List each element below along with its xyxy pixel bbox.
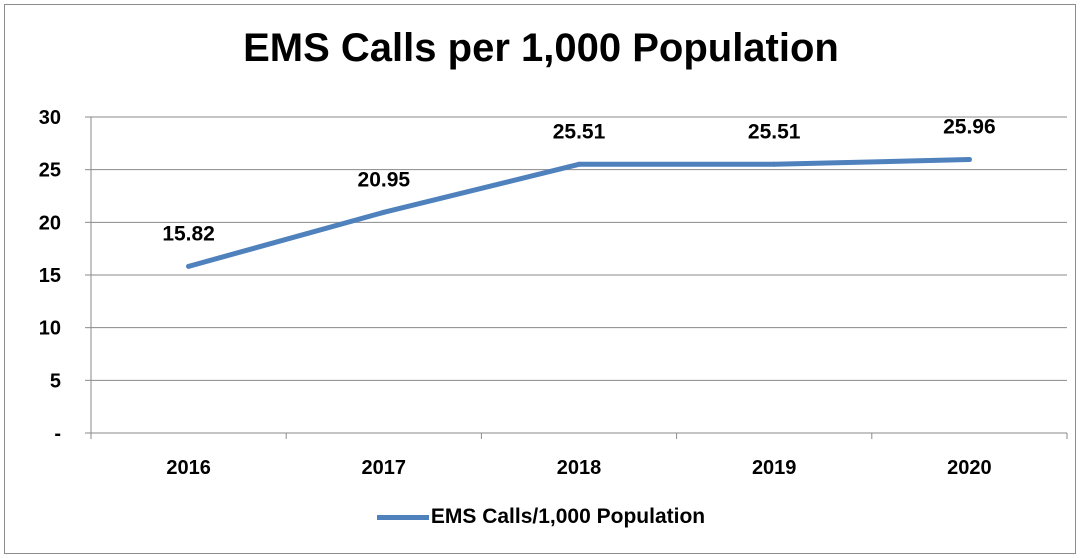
data-label-2018: 25.51: [553, 120, 606, 143]
y-tick-label-10: 10: [39, 318, 61, 340]
y-tick-label-25: 25: [39, 160, 61, 182]
y-tick-label-20: 20: [39, 212, 61, 234]
data-label-2019: 25.51: [748, 120, 801, 143]
x-tick-label-2017: 2017: [362, 457, 407, 479]
x-tick-label-2018: 2018: [557, 457, 602, 479]
data-point-2016: [186, 263, 192, 269]
series-line-0: [186, 157, 972, 269]
data-point-2019: [771, 161, 777, 167]
x-tick-label-2020: 2020: [947, 457, 992, 479]
y-tick-label-0: -: [54, 423, 61, 445]
data-label-2017: 20.95: [358, 168, 411, 191]
y-tick-label-15: 15: [39, 265, 61, 287]
data-label-2020: 25.96: [943, 116, 996, 139]
chart-frame: [4, 4, 1076, 554]
chart-title: EMS Calls per 1,000 Population: [243, 26, 839, 70]
data-point-2018: [576, 161, 582, 167]
legend: EMS Calls/1,000 Population: [0, 505, 1082, 529]
legend-label: EMS Calls/1,000 Population: [430, 505, 706, 528]
y-tick-label-5: 5: [50, 370, 61, 392]
x-tick-label-2016: 2016: [166, 457, 211, 479]
data-point-2020: [966, 157, 972, 163]
data-point-2017: [381, 209, 387, 215]
legend-swatch: [376, 514, 429, 520]
data-label-2016: 15.82: [162, 222, 215, 245]
y-tick-label-30: 30: [39, 107, 61, 129]
x-tick-label-2019: 2019: [752, 457, 797, 479]
